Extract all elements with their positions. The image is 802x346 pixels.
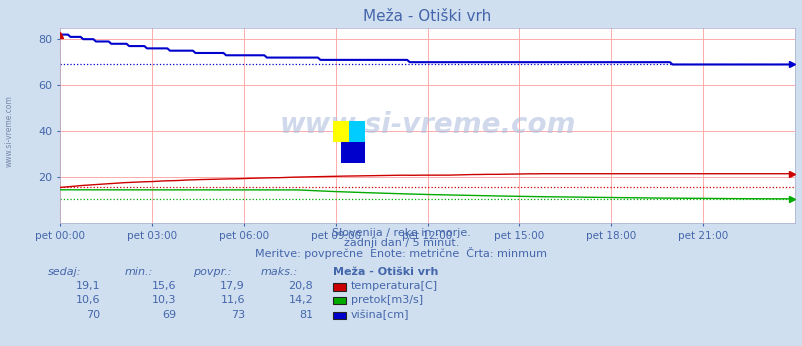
Text: 14,2: 14,2 (288, 295, 313, 305)
Text: višina[cm]: višina[cm] (350, 309, 409, 320)
Text: zadnji dan / 5 minut.: zadnji dan / 5 minut. (343, 238, 459, 248)
Text: pretok[m3/s]: pretok[m3/s] (350, 295, 423, 305)
Title: Meža - Otiški vrh: Meža - Otiški vrh (363, 9, 491, 24)
Text: 10,3: 10,3 (152, 295, 176, 305)
Text: 73: 73 (230, 310, 245, 320)
Text: Meža - Otiški vrh: Meža - Otiški vrh (333, 267, 438, 277)
Bar (333, 121, 349, 142)
Text: 81: 81 (298, 310, 313, 320)
Text: 19,1: 19,1 (75, 281, 100, 291)
Text: 69: 69 (162, 310, 176, 320)
Text: maks.:: maks.: (261, 267, 298, 277)
Bar (341, 142, 365, 163)
Text: Meritve: povprečne  Enote: metrične  Črta: minmum: Meritve: povprečne Enote: metrične Črta:… (255, 247, 547, 259)
Text: 10,6: 10,6 (75, 295, 100, 305)
Text: 70: 70 (86, 310, 100, 320)
Text: Slovenija / reke in morje.: Slovenija / reke in morje. (332, 228, 470, 238)
Text: temperatura[C]: temperatura[C] (350, 281, 437, 291)
Text: www.si-vreme.com: www.si-vreme.com (279, 111, 575, 139)
Text: min.:: min.: (124, 267, 152, 277)
Text: 15,6: 15,6 (152, 281, 176, 291)
Text: povpr.:: povpr.: (192, 267, 231, 277)
Text: sedaj:: sedaj: (48, 267, 82, 277)
Text: www.si-vreme.com: www.si-vreme.com (5, 95, 14, 167)
Text: 17,9: 17,9 (220, 281, 245, 291)
Text: 11,6: 11,6 (220, 295, 245, 305)
Text: 20,8: 20,8 (288, 281, 313, 291)
Bar (349, 121, 365, 142)
